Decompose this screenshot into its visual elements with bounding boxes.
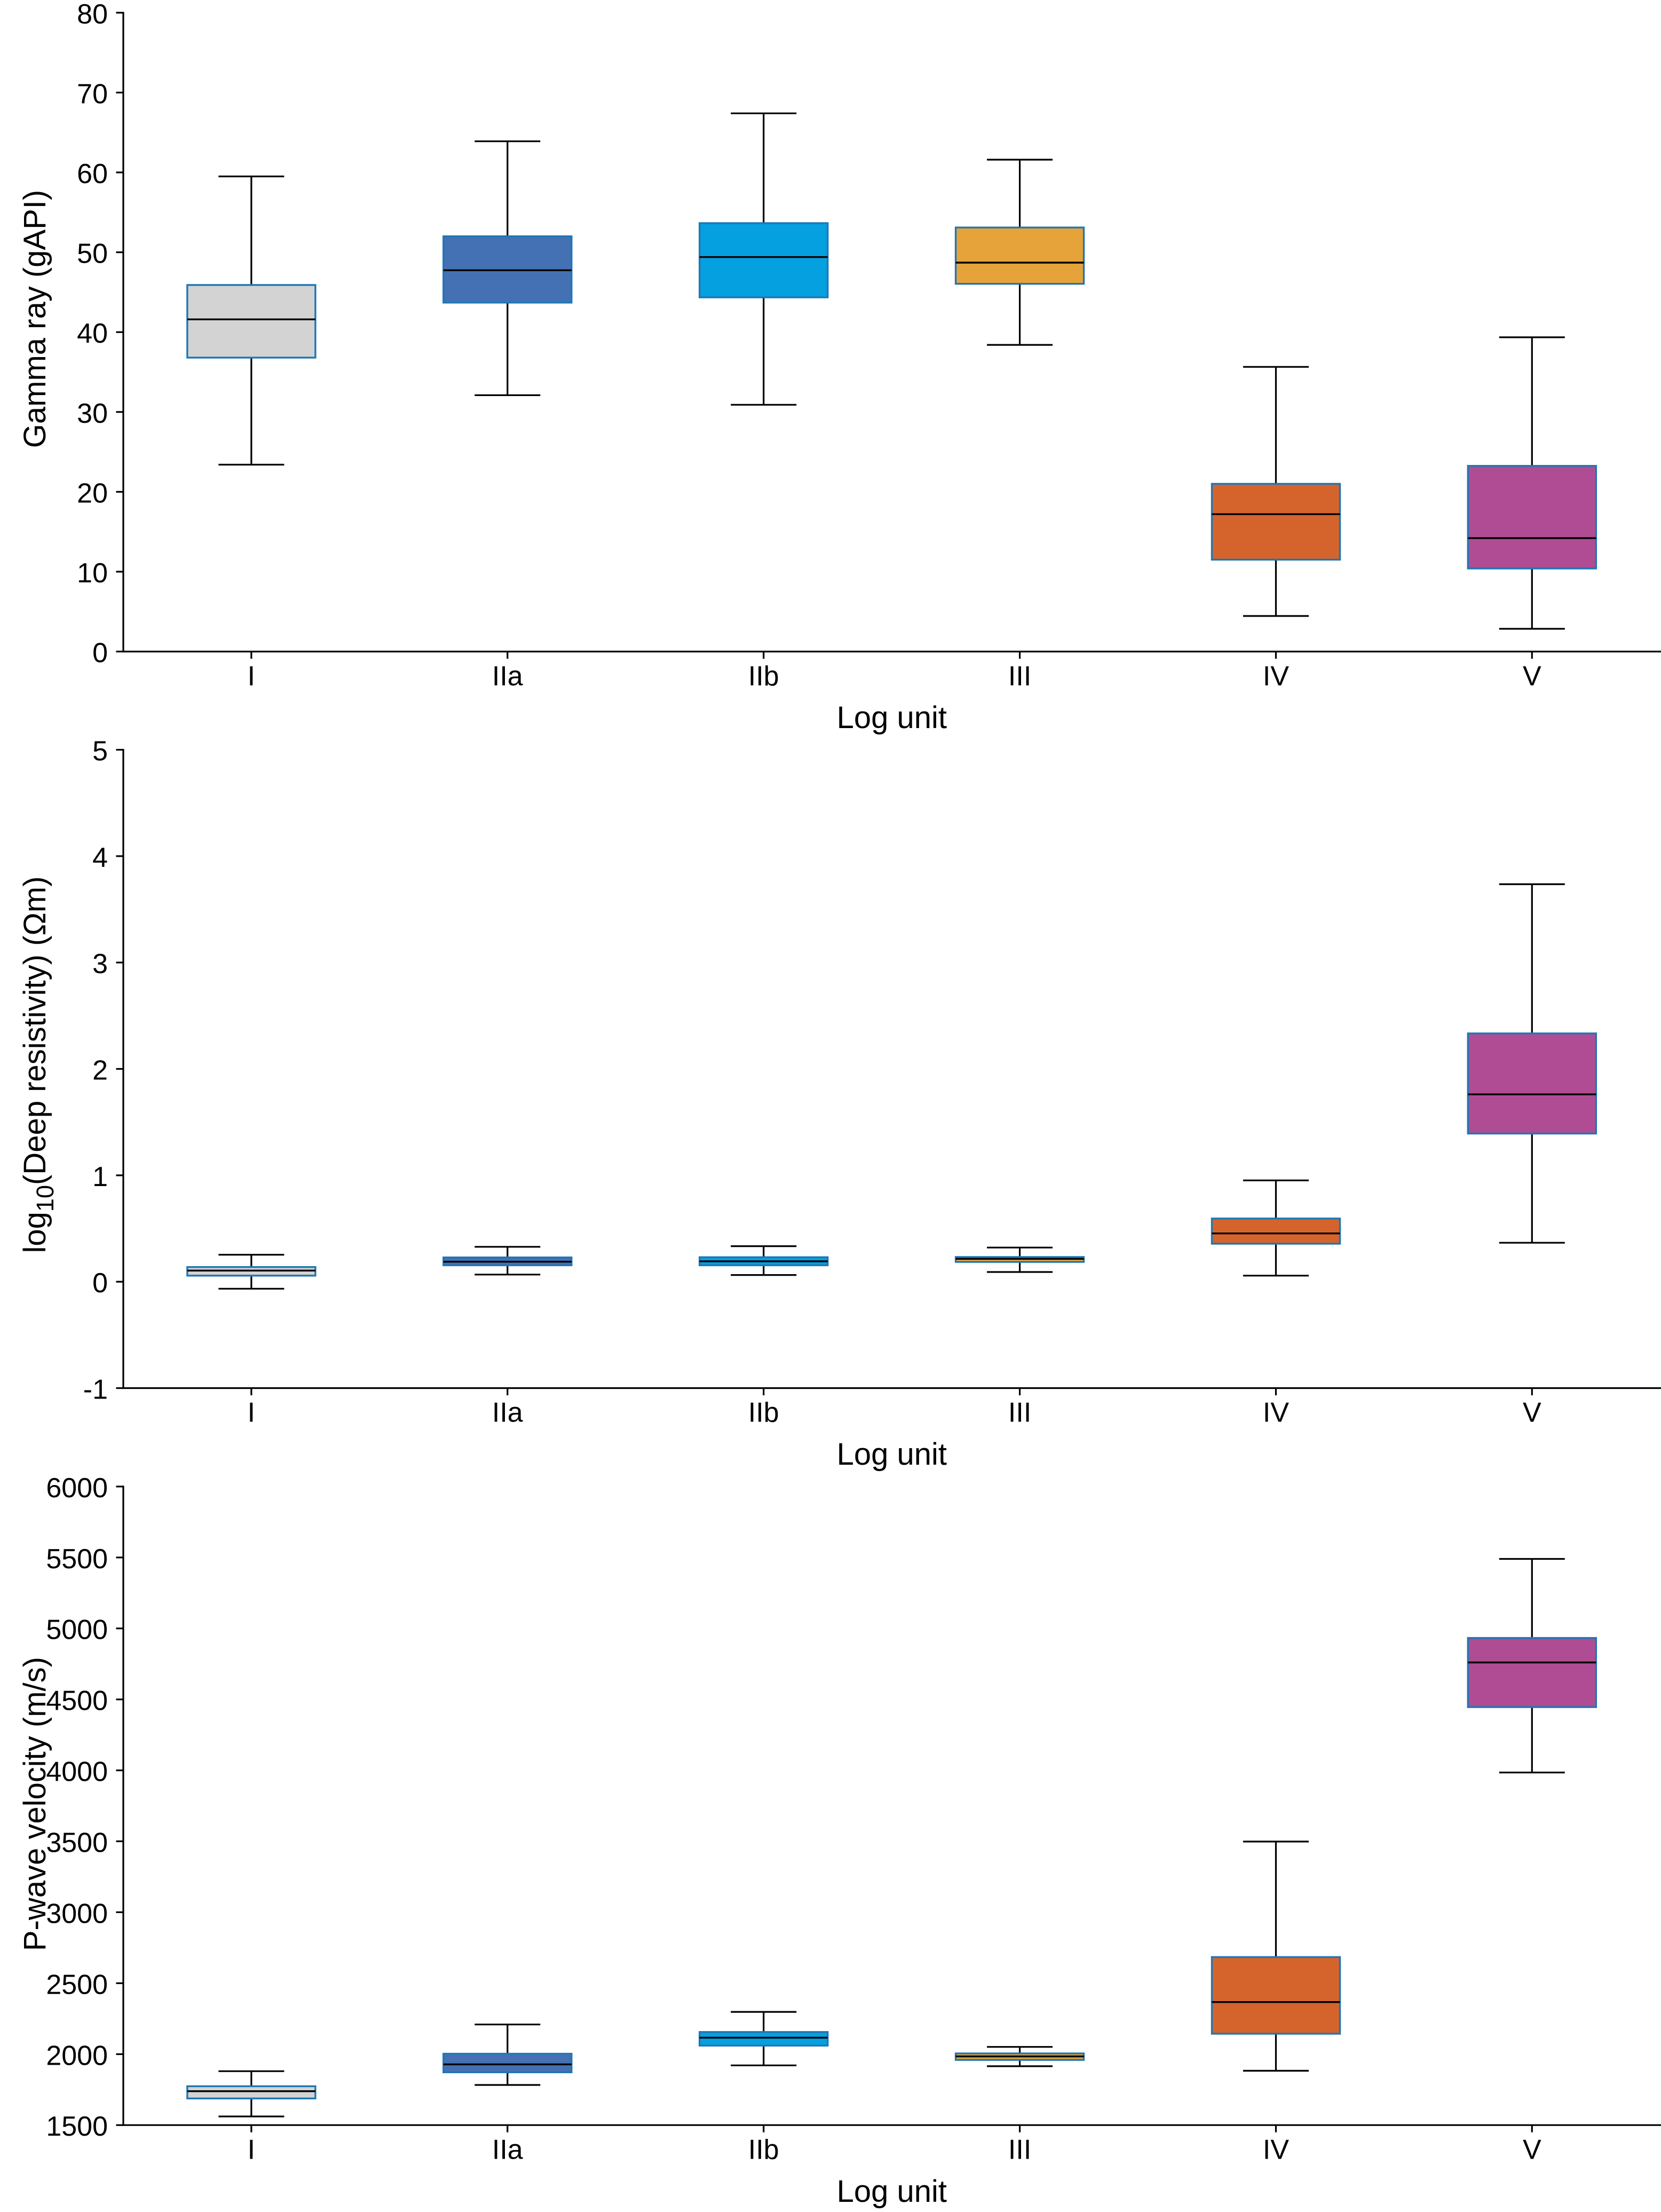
svg-text:60: 60 xyxy=(77,159,108,189)
svg-text:0: 0 xyxy=(92,638,108,669)
svg-text:IIb: IIb xyxy=(748,661,779,692)
svg-text:6000: 6000 xyxy=(46,1473,108,1504)
svg-text:I: I xyxy=(248,661,255,692)
svg-text:V: V xyxy=(1523,2134,1541,2165)
svg-text:10: 10 xyxy=(77,558,108,589)
svg-text:30: 30 xyxy=(77,398,108,429)
svg-text:3000: 3000 xyxy=(46,1898,108,1929)
svg-text:40: 40 xyxy=(77,318,108,349)
svg-text:1: 1 xyxy=(92,1162,108,1192)
svg-text:V: V xyxy=(1523,1397,1541,1428)
svg-text:IIb: IIb xyxy=(748,2134,779,2165)
svg-text:50: 50 xyxy=(77,239,108,270)
svg-text:IV: IV xyxy=(1263,2134,1289,2165)
svg-text:Log unit: Log unit xyxy=(837,2174,947,2209)
svg-text:III: III xyxy=(1008,2134,1031,2165)
svg-text:5500: 5500 xyxy=(46,1544,108,1575)
svg-text:III: III xyxy=(1008,1397,1031,1428)
svg-text:2000: 2000 xyxy=(46,2040,108,2071)
svg-text:5000: 5000 xyxy=(46,1615,108,1646)
svg-text:2: 2 xyxy=(92,1055,108,1086)
svg-text:IIa: IIa xyxy=(492,2134,523,2165)
svg-text:80: 80 xyxy=(77,0,108,30)
svg-text:V: V xyxy=(1523,661,1541,692)
svg-text:20: 20 xyxy=(77,478,108,509)
svg-text:Log unit: Log unit xyxy=(837,1437,947,1472)
svg-text:4500: 4500 xyxy=(46,1686,108,1717)
svg-text:IIa: IIa xyxy=(492,661,523,692)
svg-text:5: 5 xyxy=(92,736,108,767)
svg-text:IV: IV xyxy=(1263,661,1289,692)
svg-text:4: 4 xyxy=(92,842,108,873)
svg-text:0: 0 xyxy=(92,1268,108,1299)
svg-text:Log unit: Log unit xyxy=(837,700,947,735)
svg-text:3500: 3500 xyxy=(46,1828,108,1859)
svg-text:I: I xyxy=(248,2134,255,2165)
svg-text:IIb: IIb xyxy=(748,1397,779,1428)
svg-text:2500: 2500 xyxy=(46,1969,108,2000)
svg-text:4000: 4000 xyxy=(46,1757,108,1788)
svg-text:-1: -1 xyxy=(83,1374,108,1405)
svg-text:1500: 1500 xyxy=(46,2111,108,2142)
svg-text:Gamma ray (gAPI): Gamma ray (gAPI) xyxy=(18,190,52,448)
svg-text:IV: IV xyxy=(1263,1397,1289,1428)
svg-text:3: 3 xyxy=(92,949,108,979)
svg-text:III: III xyxy=(1008,661,1031,692)
svg-text:70: 70 xyxy=(77,78,108,109)
svg-text:IIa: IIa xyxy=(492,1397,523,1428)
svg-text:I: I xyxy=(248,1397,255,1428)
svg-text:P-wave velocity (m/s): P-wave velocity (m/s) xyxy=(18,1657,52,1951)
